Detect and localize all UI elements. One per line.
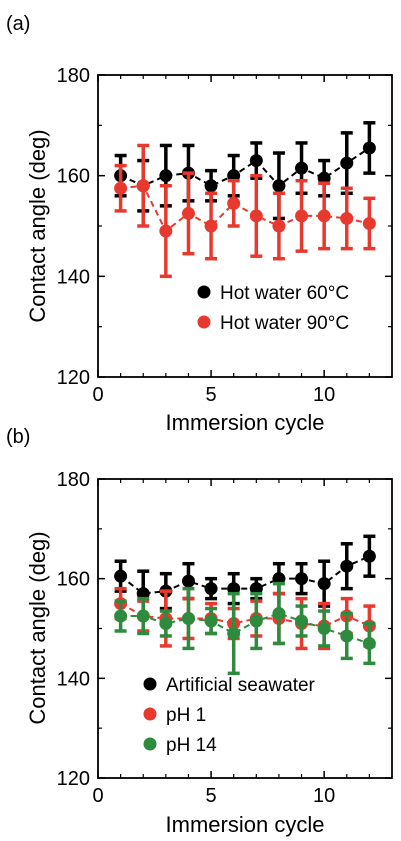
- panel-label: (a): [6, 13, 30, 35]
- legend-label: pH 1: [166, 705, 206, 726]
- data-point: [227, 196, 241, 210]
- data-point: [159, 617, 173, 631]
- data-point: [204, 179, 218, 193]
- data-point: [272, 607, 286, 621]
- y-tick-label: 120: [57, 768, 90, 790]
- x-tick-label: 5: [206, 384, 217, 406]
- axes: 120 140 160 180 0 5 10: [57, 65, 393, 406]
- data-point: [317, 209, 331, 223]
- data-point: [295, 614, 309, 628]
- data-point: [249, 154, 263, 168]
- legend-marker: [197, 315, 211, 329]
- x-tick-label: 10: [313, 384, 335, 406]
- series-line: [120, 555, 370, 595]
- data-point: [317, 171, 331, 185]
- data-point: [362, 636, 376, 650]
- data-point: [295, 572, 309, 586]
- data-point: [114, 569, 128, 583]
- legend-marker: [143, 737, 157, 751]
- y-tick-label: 160: [57, 166, 90, 188]
- y-tick-label: 160: [57, 569, 90, 591]
- legend: Artificial seawater pH 1 pH 14: [143, 675, 316, 756]
- y-tick-label: 180: [57, 469, 90, 491]
- data-point: [204, 582, 218, 596]
- data-point: [362, 141, 376, 155]
- legend-marker: [143, 677, 157, 691]
- data-point: [249, 209, 263, 223]
- legend-label: pH 14: [166, 735, 217, 756]
- series-line: [120, 147, 370, 188]
- chart-panel-a: (a) 120 140 160 180 0 5 10 Immersion cycle Con…: [6, 13, 393, 435]
- x-tick-label: 5: [206, 785, 217, 807]
- legend-label: Hot water 60°C: [220, 283, 349, 304]
- y-tick-label: 180: [57, 65, 90, 87]
- y-tick-label: 120: [57, 367, 90, 389]
- y-tick-label: 140: [57, 266, 90, 288]
- data-point: [114, 181, 128, 195]
- data-point: [227, 626, 241, 640]
- data-point: [295, 161, 309, 175]
- legend-marker: [197, 285, 211, 299]
- data-point: [340, 156, 354, 170]
- data-point: [159, 169, 173, 183]
- chart-panel-b: (b) 120 140 160 180 0 5 10 Immersion cycle Con…: [6, 426, 393, 837]
- data-point: [317, 622, 331, 635]
- legend-label: Artificial seawater: [166, 675, 316, 696]
- data-point: [136, 179, 150, 193]
- series-layer: [114, 534, 376, 676]
- x-axis-label: Immersion cycle: [166, 812, 325, 837]
- data-point: [181, 206, 195, 220]
- series-line: [120, 602, 370, 628]
- data-point: [159, 224, 173, 238]
- data-point: [362, 216, 376, 230]
- data-point: [249, 614, 263, 628]
- legend-marker: [143, 707, 157, 721]
- data-point: [340, 211, 354, 225]
- data-point: [340, 629, 354, 643]
- series-layer: [114, 121, 376, 279]
- x-tick-label: 0: [92, 384, 103, 406]
- legend: Hot water 60°C Hot water 90°C: [197, 283, 349, 334]
- x-tick-label: 10: [313, 785, 335, 807]
- data-point: [136, 609, 150, 623]
- data-point: [204, 219, 218, 233]
- x-axis-label: Immersion cycle: [166, 410, 325, 435]
- series-1: [114, 143, 376, 279]
- data-point: [295, 209, 309, 223]
- series-2: [114, 581, 376, 676]
- x-tick-label: 0: [92, 785, 103, 807]
- data-point: [362, 549, 376, 563]
- data-point: [340, 559, 354, 573]
- legend-label: Hot water 90°C: [220, 313, 349, 334]
- data-point: [181, 612, 195, 626]
- panel-label: (b): [6, 426, 30, 448]
- y-axis-label: Contact angle (deg): [25, 129, 50, 322]
- data-point: [317, 577, 331, 591]
- data-point: [272, 179, 286, 193]
- data-point: [181, 574, 195, 588]
- axes: 120 140 160 180 0 5 10: [57, 469, 393, 807]
- data-point: [227, 169, 241, 183]
- y-tick-label: 140: [57, 668, 90, 690]
- series-line: [120, 184, 370, 233]
- data-point: [272, 219, 286, 233]
- data-point: [114, 609, 128, 623]
- series-0: [114, 534, 376, 618]
- data-point: [204, 614, 218, 628]
- y-axis-label: Contact angle (deg): [25, 531, 50, 724]
